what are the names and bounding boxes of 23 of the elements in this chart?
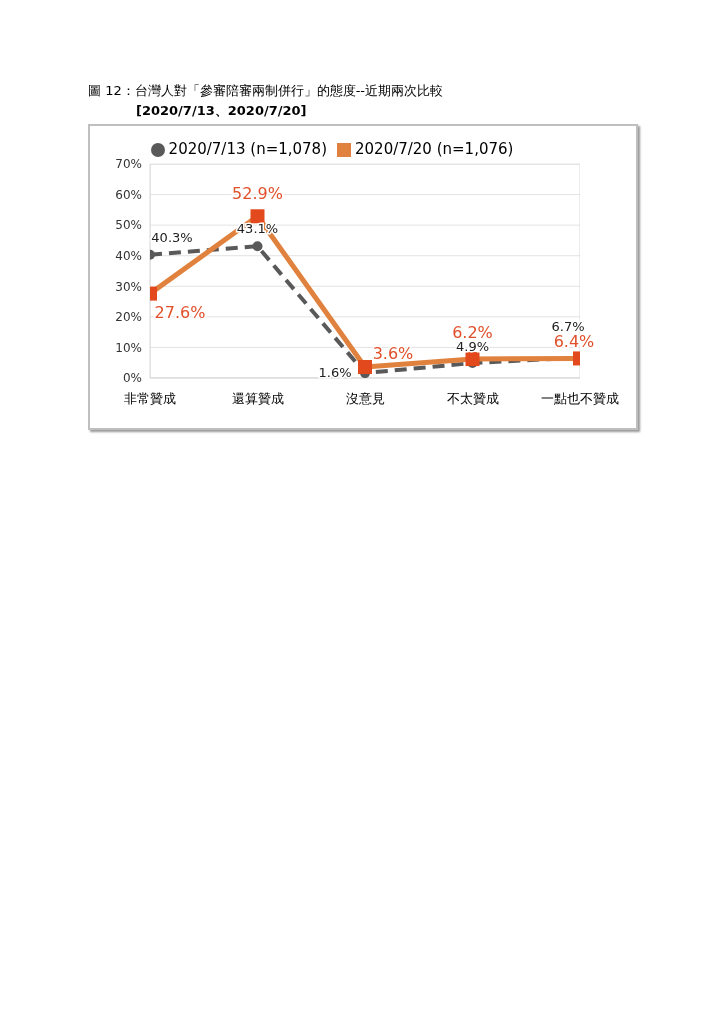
y-tick-label: 30% [115, 279, 142, 294]
x-tick-label: 非常贊成 [124, 391, 176, 407]
x-tick-label: 沒意見 [345, 391, 385, 407]
y-tick-label: 40% [115, 248, 142, 263]
data-label: 3.6% [372, 344, 414, 364]
y-tick-label: 60% [115, 187, 142, 202]
legend-label: 2020/7/20 (n=1,076) [355, 140, 514, 158]
y-tick-label: 20% [115, 310, 142, 325]
legend-label: 2020/7/13 (n=1,078) [168, 140, 327, 158]
y-tick-label: 10% [115, 340, 142, 355]
chart-subtitle: [2020/7/13、2020/7/20] [136, 102, 308, 120]
y-tick-label: 0% [122, 371, 142, 386]
point [252, 241, 263, 252]
data-label: 40.3% [151, 230, 193, 246]
x-tick-label: 一點也不贊成 [541, 391, 619, 407]
x-tick-label: 還算贊成 [231, 391, 284, 407]
y-tick-label: 70% [115, 157, 142, 172]
data-label: 1.6% [318, 364, 352, 380]
data-label: 27.6% [154, 303, 206, 323]
x-tick-label: 不太贊成 [446, 391, 499, 407]
data-label: 52.9% [232, 183, 283, 203]
chart-title: 圖 12：台灣人對「參審陪審兩制併行」的態度--近期兩次比較 [88, 82, 445, 100]
y-tick-label: 50% [115, 218, 142, 233]
